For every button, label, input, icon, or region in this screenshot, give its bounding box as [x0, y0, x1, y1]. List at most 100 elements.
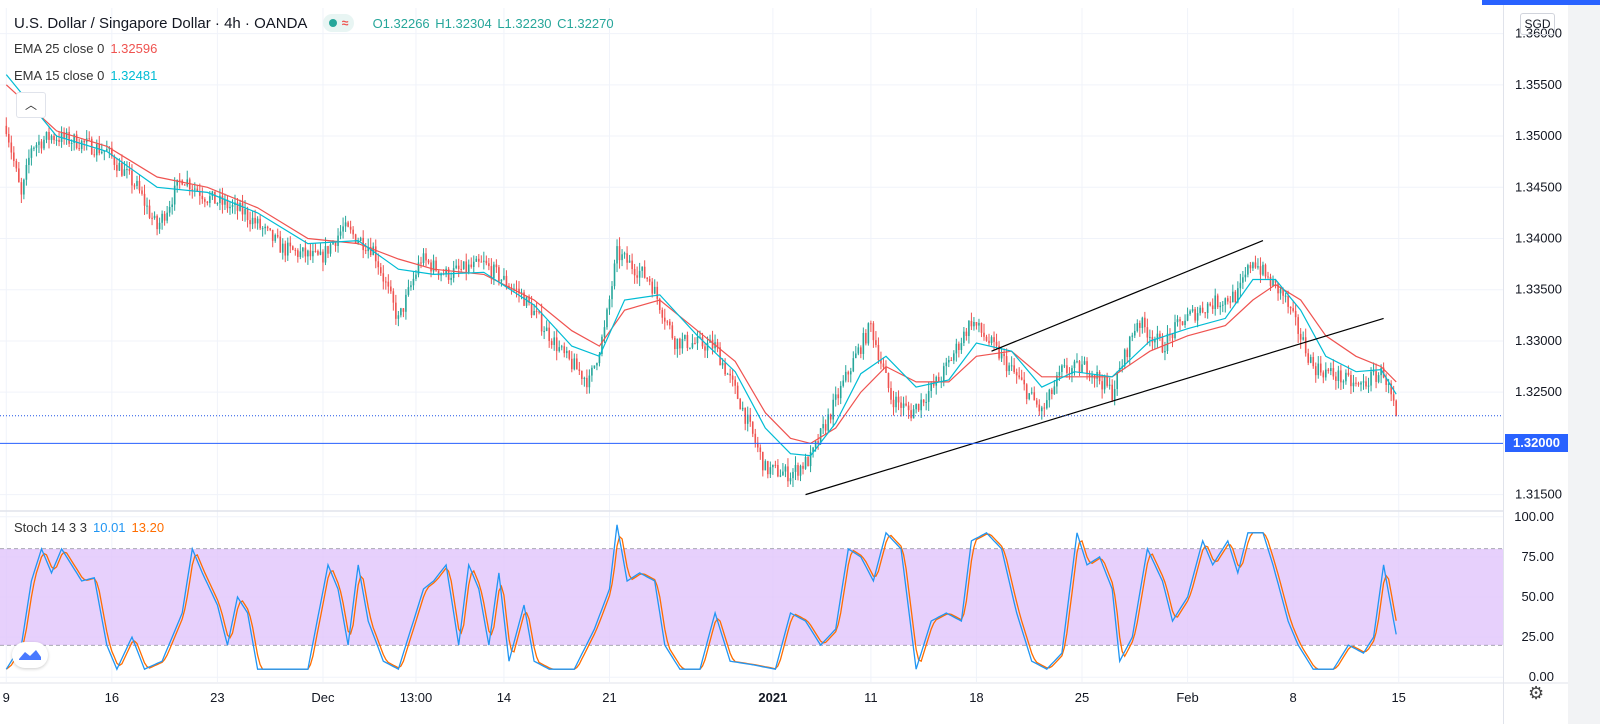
candle-body	[1058, 372, 1061, 376]
price-tick-label: 1.32500	[1515, 384, 1562, 399]
candle-body	[1352, 382, 1355, 387]
stoch-band-20-80	[0, 548, 1503, 646]
ema25-label: EMA 25 close 0	[14, 41, 105, 56]
candle-body	[88, 138, 91, 140]
candle-body	[1360, 382, 1362, 385]
candle-body	[603, 327, 606, 337]
candle-body	[917, 404, 920, 411]
candle-body	[1345, 372, 1347, 382]
candle-body	[900, 402, 902, 408]
candle-body	[45, 131, 48, 140]
candle-body	[294, 249, 297, 251]
candle-body	[5, 125, 8, 135]
candle-body	[1372, 371, 1375, 373]
candle-body	[1249, 265, 1252, 269]
candle-body	[1206, 303, 1209, 313]
candle-body	[963, 331, 965, 344]
status-badge[interactable]: ≈	[322, 14, 355, 32]
candle-body	[794, 465, 797, 472]
top-accent-bar	[1482, 0, 1600, 5]
candle-body	[1252, 262, 1254, 269]
candle-body	[674, 337, 676, 350]
candle-body	[201, 195, 204, 200]
price-tick-label: 1.36000	[1515, 26, 1562, 41]
candle-body	[870, 323, 872, 325]
candle-body	[887, 372, 890, 388]
collapse-legend-button[interactable]: ︿	[16, 92, 46, 118]
candle-body	[276, 235, 279, 237]
candle-body	[1030, 392, 1033, 394]
candle-body	[302, 247, 304, 252]
candle-body	[480, 261, 483, 263]
gear-icon[interactable]: ⚙	[1528, 683, 1545, 703]
candle-body	[1229, 301, 1232, 303]
candle-body	[392, 291, 395, 303]
ema25-legend[interactable]: EMA 25 close 0 1.32596	[14, 41, 157, 56]
candle-body	[58, 139, 60, 142]
ema15-legend[interactable]: EMA 15 close 0 1.32481	[14, 68, 157, 83]
candle-body	[1304, 337, 1307, 354]
symbol-title[interactable]: U.S. Dollar / Singapore Dollar · 4h · OA…	[14, 15, 307, 32]
candle-body	[40, 141, 43, 149]
candle-body	[457, 265, 460, 269]
candle-body	[520, 292, 523, 294]
candle-body	[568, 350, 571, 359]
candle-body	[1375, 371, 1377, 382]
candle-body	[475, 258, 478, 262]
candle-body	[241, 203, 244, 215]
candle-body	[990, 337, 993, 344]
candle-body	[1254, 262, 1257, 268]
candle-body	[1101, 381, 1103, 390]
currency-button[interactable]: SGD	[1520, 13, 1555, 35]
tradingview-logo-icon[interactable]	[12, 642, 48, 668]
candle-body	[1015, 372, 1018, 376]
candle-body	[621, 254, 623, 261]
stoch-legend[interactable]: Stoch 14 3 3 10.01 13.20	[14, 520, 164, 535]
candle-body	[1194, 309, 1196, 321]
candle-body	[1274, 279, 1277, 283]
candle-body	[1392, 394, 1395, 401]
candle-body	[1025, 384, 1028, 400]
candle-body	[477, 258, 480, 262]
candle-body	[342, 226, 344, 232]
candle-body	[729, 373, 731, 376]
candle-body	[347, 222, 349, 227]
candle-body	[787, 466, 789, 482]
candle-body	[18, 168, 20, 183]
candle-body	[13, 152, 15, 161]
candle-body	[663, 317, 666, 322]
candle-body	[608, 299, 611, 310]
candle-body	[1053, 386, 1056, 395]
candle-body	[156, 215, 158, 230]
candle-body	[1108, 384, 1111, 386]
price-tag-1.32000: 1.32000	[1505, 434, 1568, 453]
candle-body	[216, 203, 219, 205]
candle-body	[804, 457, 807, 469]
candle-body	[1209, 303, 1211, 306]
candle-body	[631, 260, 633, 270]
candle-body	[28, 157, 30, 165]
stoch-tick-label: 75.00	[1521, 549, 1554, 564]
candle-body	[711, 339, 714, 349]
candle-body	[777, 464, 779, 477]
candle-body	[596, 363, 598, 366]
candle-body	[410, 285, 412, 288]
candle-body	[726, 373, 729, 375]
candle-body	[955, 343, 958, 354]
candle-body	[455, 265, 457, 269]
candle-body	[450, 277, 452, 280]
time-tick-label: 2021	[758, 690, 787, 705]
stoch-tick-label: 0.00	[1529, 669, 1554, 684]
candle-body	[601, 336, 603, 355]
candle-body	[1013, 365, 1015, 373]
candle-body	[1073, 361, 1076, 369]
candle-body	[385, 281, 387, 283]
candle-body	[802, 465, 804, 469]
candle-body	[797, 465, 799, 476]
candle-body	[1332, 368, 1335, 377]
candle-body	[1219, 305, 1222, 308]
candle-body	[1357, 383, 1360, 385]
candle-body	[782, 471, 784, 476]
candle-body	[344, 222, 347, 227]
